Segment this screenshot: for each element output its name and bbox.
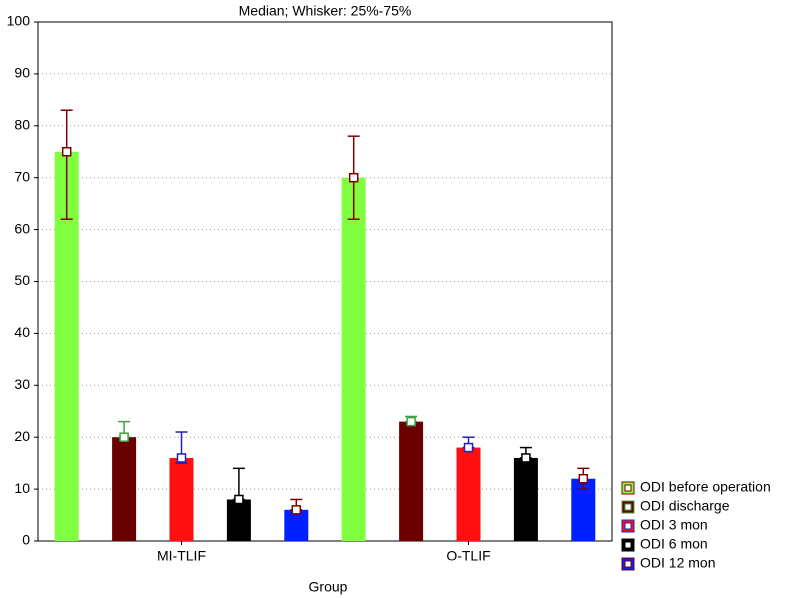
bar: [399, 421, 424, 541]
median-marker: [119, 432, 129, 442]
x-tick-label: O-TLIF: [446, 548, 490, 564]
y-tick-label: 70: [14, 168, 30, 184]
plot-frame: [37, 21, 613, 542]
bar: [341, 177, 366, 541]
whisker: [60, 109, 73, 220]
median-marker: [348, 172, 359, 183]
legend-label: ODI 12 mon: [640, 555, 715, 571]
x-tick-label: MI-TLIF: [157, 548, 206, 564]
x-axis-label: Group: [309, 579, 348, 595]
legend-swatch-inner: [624, 503, 632, 511]
y-tick-label: 30: [14, 376, 30, 392]
median-marker: [406, 416, 416, 427]
bar: [456, 447, 481, 541]
median-marker: [463, 442, 474, 453]
legend-swatch-inner: [624, 560, 632, 568]
chart-title: Median; Whisker: 25%-75%: [239, 3, 412, 19]
y-tick-label: 80: [14, 117, 30, 133]
median-marker: [578, 473, 589, 484]
y-tick-label: 40: [14, 324, 30, 340]
median-marker: [291, 505, 302, 515]
y-tick-label: 60: [14, 220, 30, 236]
legend-swatch-inner: [624, 522, 632, 530]
bar: [54, 151, 79, 541]
bar: [112, 437, 137, 541]
legend-swatch-inner: [624, 484, 632, 492]
bar: [169, 457, 194, 541]
bar: [284, 509, 309, 541]
legend-label: ODI 3 mon: [640, 517, 708, 533]
median-marker: [521, 453, 531, 463]
y-tick-label: 0: [22, 532, 30, 548]
y-tick-label: 50: [14, 272, 30, 288]
median-marker: [61, 147, 72, 157]
legend-swatch-inner: [624, 541, 632, 549]
legend-label: ODI before operation: [640, 479, 771, 495]
bar: [513, 457, 538, 541]
y-tick-label: 10: [14, 480, 30, 496]
legend-label: ODI 6 mon: [640, 536, 708, 552]
y-tick-label: 100: [7, 13, 31, 29]
median-marker: [234, 494, 244, 505]
legend-label: ODI discharge: [640, 498, 730, 514]
median-marker: [176, 453, 187, 463]
bar: [226, 499, 251, 541]
y-tick-label: 90: [14, 65, 30, 81]
y-tick-label: 20: [14, 428, 30, 444]
